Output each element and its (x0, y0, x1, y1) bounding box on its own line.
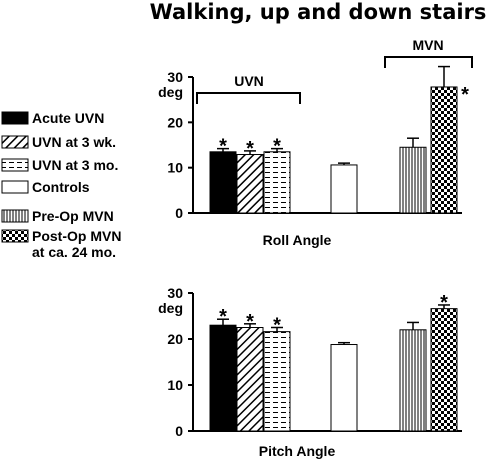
bar-checker (430, 86, 458, 214)
uvn-bracket: UVN (196, 73, 301, 104)
y-tick-label: 30 (167, 285, 183, 301)
x-axis-label: Pitch Angle (259, 443, 336, 459)
legend-label: Pre-Op MVN (32, 208, 114, 224)
legend-swatch-diagonal (1, 135, 29, 149)
bar-solid (209, 324, 237, 432)
uvn-bracket-label: UVN (234, 73, 264, 89)
y-tick-label: 20 (167, 114, 183, 130)
y-tick-label: 10 (167, 377, 183, 393)
legend-label: UVN at 3 mo. (32, 157, 118, 173)
legend-swatch-white (1, 180, 29, 194)
bar-white (330, 164, 358, 214)
legend: Acute UVN UVN at 3 wk. UVN at 3 mo. Control… (1, 110, 121, 260)
bar-vertical (399, 146, 427, 214)
legend-swatch-checker (1, 229, 29, 243)
significance-star: * (461, 84, 469, 106)
y-axis-unit: deg (158, 84, 183, 100)
significance-star: * (246, 138, 254, 160)
legend-label-line2: at ca. 24 mo. (32, 244, 116, 260)
figure-title: Walking, up and down stairs (150, 0, 487, 24)
y-tick-label: 20 (167, 331, 183, 347)
significance-star: * (273, 315, 281, 337)
significance-star: * (219, 136, 227, 158)
legend-label: Acute UVN (32, 110, 104, 126)
bar-solid (209, 151, 237, 214)
bar-checker (430, 308, 458, 432)
significance-star: * (440, 292, 448, 314)
x-axis-label: Roll Angle (263, 232, 332, 248)
significance-star: * (273, 136, 281, 158)
legend-swatch-solid (1, 111, 29, 125)
bar-dashes (263, 331, 291, 432)
legend-swatch-dashes (1, 158, 29, 172)
bar-diagonal (236, 327, 264, 432)
bar-dashes (263, 151, 291, 214)
mvn-bracket-label: MVN (412, 37, 443, 53)
y-tick-label: 0 (175, 423, 183, 439)
y-tick-label: 0 (175, 205, 183, 221)
legend-label: Post-Op MVN (32, 228, 121, 244)
bar-diagonal (236, 154, 264, 214)
legend-swatch-vertical (1, 209, 29, 223)
mvn-bracket: MVN (384, 37, 473, 68)
y-tick-label: 10 (167, 160, 183, 176)
y-axis-unit: deg (158, 300, 183, 316)
significance-star: * (219, 306, 227, 328)
legend-label: Controls (32, 179, 90, 195)
significance-star: * (246, 311, 254, 333)
bar-vertical (399, 329, 427, 432)
legend-label: UVN at 3 wk. (32, 134, 116, 150)
y-tick-label: 30 (167, 69, 183, 85)
bar-white (330, 344, 358, 432)
